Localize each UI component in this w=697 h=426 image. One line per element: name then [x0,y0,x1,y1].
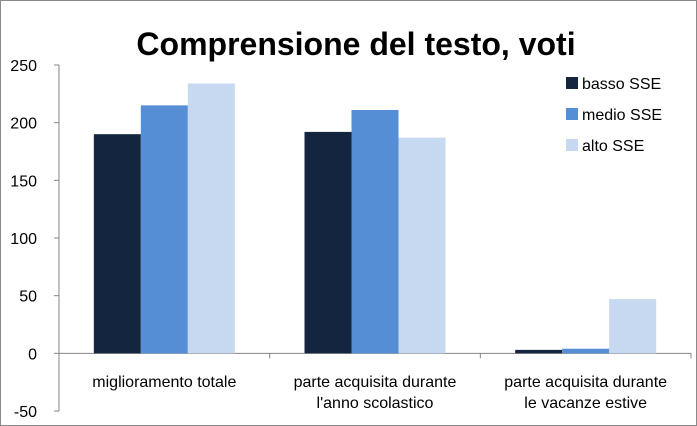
bar [609,299,657,354]
legend-label: basso SSE [582,76,661,93]
category-label: l'anno scolastico [317,395,434,412]
chart-title: Comprensione del testo, voti [136,26,575,62]
bars [58,83,692,359]
bar [515,349,563,354]
y-tick-label: 100 [10,231,37,248]
category-label: miglioramento totale [92,374,236,391]
y-tick-label: 250 [10,58,37,75]
category-label: parte acquisita durante [504,374,667,391]
bar [562,348,610,354]
legend-swatch [566,77,578,89]
y-axis-ticks: 250 200 150 100 50 0 -50 [10,58,59,421]
bar [398,137,446,354]
legend-label: alto SSE [582,138,644,155]
category-labels: miglioramento totale parte acquisita dura… [92,374,667,412]
bar [187,83,235,354]
category-label: le vacanze estive [524,395,647,412]
y-tick-label: 150 [10,173,37,190]
category-label: parte acquisita durante [294,374,457,391]
legend-swatch [566,139,578,151]
legend: basso SSE medio SSE alto SSE [566,76,662,155]
legend-label: medio SSE [582,107,662,124]
bar [304,131,352,354]
bar [351,109,399,354]
bar [93,134,141,354]
bar [140,105,188,354]
y-tick-label: 0 [28,346,37,363]
y-tick-label: -50 [14,404,37,421]
legend-swatch [566,108,578,120]
y-tick-label: 50 [19,289,37,306]
y-tick-label: 200 [10,116,37,133]
